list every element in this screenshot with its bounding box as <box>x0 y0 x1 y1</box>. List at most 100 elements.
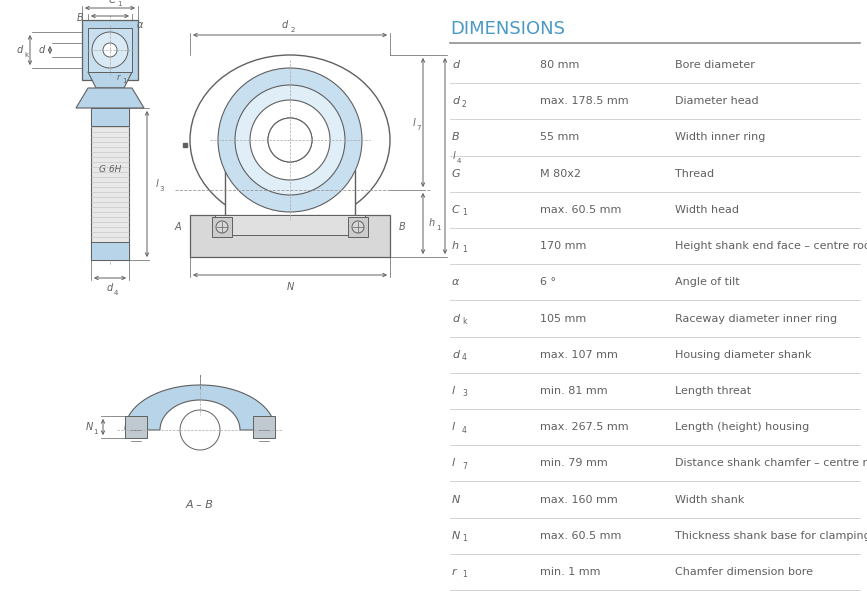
Circle shape <box>218 68 362 212</box>
Text: 170 mm: 170 mm <box>540 241 586 251</box>
Circle shape <box>216 221 228 233</box>
Text: min. 1 mm: min. 1 mm <box>540 567 601 577</box>
Text: 1: 1 <box>436 225 440 231</box>
Text: B: B <box>399 222 406 232</box>
Text: 2: 2 <box>462 100 466 109</box>
FancyBboxPatch shape <box>88 28 132 72</box>
FancyBboxPatch shape <box>190 215 390 257</box>
Text: h: h <box>452 241 459 251</box>
Text: 80 mm: 80 mm <box>540 60 579 70</box>
Text: Diameter head: Diameter head <box>675 96 759 106</box>
Text: Width inner ring: Width inner ring <box>675 132 766 143</box>
Text: max. 60.5 mm: max. 60.5 mm <box>540 205 622 215</box>
FancyBboxPatch shape <box>212 217 232 237</box>
Circle shape <box>180 410 220 450</box>
Circle shape <box>250 100 330 180</box>
Text: 6 °: 6 ° <box>540 277 556 288</box>
Text: 3: 3 <box>462 390 466 399</box>
Circle shape <box>268 118 312 162</box>
Text: 1: 1 <box>462 208 466 217</box>
Text: 1: 1 <box>121 78 127 84</box>
Text: Housing diameter shank: Housing diameter shank <box>675 350 812 360</box>
Text: A – B: A – B <box>186 500 214 510</box>
FancyBboxPatch shape <box>91 108 129 126</box>
Text: h: h <box>429 219 435 228</box>
Text: d: d <box>282 20 288 30</box>
Text: d: d <box>452 313 460 324</box>
Polygon shape <box>76 88 144 108</box>
Text: Thickness shank base for clamping bolts: Thickness shank base for clamping bolts <box>675 531 867 541</box>
Text: 55 mm: 55 mm <box>540 132 579 143</box>
Text: Chamfer dimension bore: Chamfer dimension bore <box>675 567 813 577</box>
Text: l: l <box>452 422 455 432</box>
FancyBboxPatch shape <box>253 416 275 438</box>
Text: max. 60.5 mm: max. 60.5 mm <box>540 531 622 541</box>
Text: l: l <box>452 458 455 468</box>
FancyBboxPatch shape <box>91 242 129 260</box>
Text: Raceway diameter inner ring: Raceway diameter inner ring <box>675 313 838 324</box>
Text: 4: 4 <box>462 426 466 435</box>
Text: Thread: Thread <box>675 169 714 179</box>
Text: min. 81 mm: min. 81 mm <box>540 386 608 396</box>
Text: N: N <box>452 495 460 504</box>
Text: α: α <box>452 277 460 288</box>
FancyBboxPatch shape <box>215 215 365 235</box>
FancyBboxPatch shape <box>125 416 147 438</box>
Text: d: d <box>452 60 460 70</box>
Text: G 6H: G 6H <box>99 164 121 173</box>
FancyBboxPatch shape <box>348 217 368 237</box>
Text: 1: 1 <box>117 1 121 7</box>
Text: k: k <box>462 317 466 326</box>
Text: r: r <box>452 567 457 577</box>
Text: d: d <box>107 283 113 293</box>
Text: N: N <box>85 422 93 432</box>
Ellipse shape <box>190 55 390 225</box>
Text: M 80x2: M 80x2 <box>540 169 581 179</box>
Text: max. 267.5 mm: max. 267.5 mm <box>540 422 629 432</box>
Circle shape <box>103 43 117 57</box>
Text: 1: 1 <box>462 570 466 579</box>
Text: B: B <box>76 13 83 23</box>
Text: C: C <box>108 0 115 5</box>
Text: max. 107 mm: max. 107 mm <box>540 350 618 360</box>
Text: B: B <box>452 132 460 143</box>
Text: N: N <box>452 531 460 541</box>
Polygon shape <box>125 385 275 430</box>
Text: 4: 4 <box>462 353 466 362</box>
Text: 4: 4 <box>457 158 461 164</box>
Text: min. 79 mm: min. 79 mm <box>540 458 608 468</box>
Text: α: α <box>137 20 143 30</box>
Text: d: d <box>452 350 460 360</box>
Ellipse shape <box>92 32 128 68</box>
Text: N: N <box>286 282 294 292</box>
Text: 3: 3 <box>160 186 164 192</box>
Text: A: A <box>174 222 181 232</box>
Text: Width head: Width head <box>675 205 739 215</box>
Polygon shape <box>88 72 132 88</box>
Text: d: d <box>452 96 460 106</box>
Circle shape <box>268 118 312 162</box>
Text: 105 mm: 105 mm <box>540 313 586 324</box>
Text: d: d <box>16 45 23 55</box>
FancyBboxPatch shape <box>82 20 138 80</box>
Text: 2: 2 <box>290 27 295 33</box>
Text: C: C <box>452 205 460 215</box>
Text: 7: 7 <box>462 462 466 471</box>
Text: Bore diameter: Bore diameter <box>675 60 755 70</box>
FancyBboxPatch shape <box>225 170 355 230</box>
Circle shape <box>352 221 364 233</box>
Text: 1: 1 <box>93 429 97 435</box>
Text: Height shank end face – centre rod end eye: Height shank end face – centre rod end e… <box>675 241 867 251</box>
Text: DIMENSIONS: DIMENSIONS <box>450 20 565 38</box>
Text: l: l <box>452 386 455 396</box>
Text: 7: 7 <box>417 124 421 130</box>
Circle shape <box>235 85 345 195</box>
Text: d: d <box>39 45 45 55</box>
Text: 1: 1 <box>462 534 466 543</box>
Text: Angle of tilt: Angle of tilt <box>675 277 740 288</box>
Text: max. 160 mm: max. 160 mm <box>540 495 618 504</box>
Text: Length (height) housing: Length (height) housing <box>675 422 809 432</box>
Text: Distance shank chamfer – centre rod end eye: Distance shank chamfer – centre rod end … <box>675 458 867 468</box>
FancyBboxPatch shape <box>91 108 129 260</box>
Text: Width shank: Width shank <box>675 495 745 504</box>
